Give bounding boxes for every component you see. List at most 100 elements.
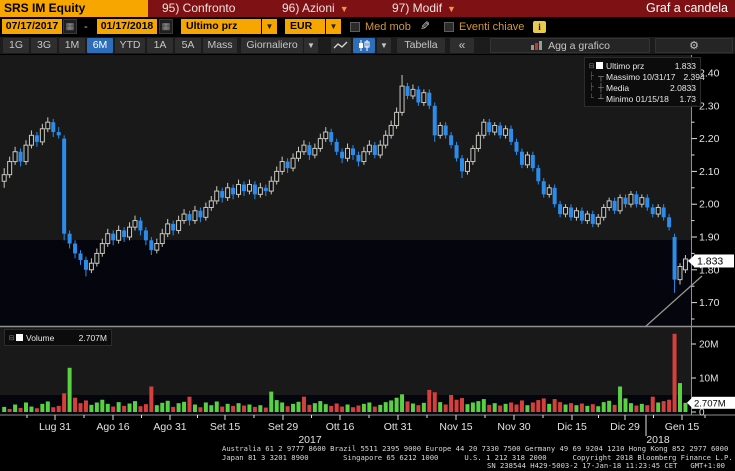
volume-bar [67, 367, 72, 412]
date-to-input[interactable]: 01/17/2018 [97, 19, 157, 34]
security-ticker-field[interactable]: SRS IM Equity [0, 0, 148, 17]
candle-body [105, 233, 111, 245]
currency-select[interactable]: EUR [285, 19, 325, 34]
volume-bar [361, 403, 366, 412]
calendar-icon[interactable]: ▦ [63, 19, 77, 34]
price-field-select[interactable]: Ultimo prz [181, 19, 261, 34]
agg-a-grafico-button[interactable]: Agg a grafico [490, 38, 650, 53]
volume-bar [378, 404, 383, 412]
volume-bar [432, 392, 437, 412]
volume-bar [569, 403, 573, 412]
collapse-panel-button[interactable]: « [450, 38, 474, 53]
collapse-icon[interactable]: ⊟ [588, 62, 595, 70]
candle-body [612, 200, 617, 211]
volume-bar [405, 401, 410, 412]
frequency-select[interactable]: Giornaliero [241, 38, 303, 53]
range-button-5a[interactable]: 5A [175, 38, 201, 53]
menu-item-azioni[interactable]: 96) Azioni ▼ [272, 0, 359, 17]
candle-body [464, 161, 470, 172]
candle-body [257, 187, 263, 195]
volume-bar [487, 404, 492, 412]
trendline-annotation[interactable] [644, 275, 703, 328]
volume-bar [307, 404, 312, 412]
candle-body [437, 124, 443, 136]
range-button-1g[interactable]: 1G [3, 38, 29, 53]
volume-bar [470, 402, 475, 412]
volume-bar [171, 406, 176, 412]
menu-item-confronto[interactable]: 95) Confronto [152, 0, 245, 17]
volume-bar [214, 401, 219, 412]
volume-bar [530, 402, 535, 412]
footer-phone-line-2: Japan 81 3 3201 8900 Singapore 65 6212 1… [222, 452, 733, 462]
eventi-chiave-checkbox[interactable] [444, 22, 454, 32]
volume-bar [198, 407, 203, 412]
candle-body [475, 134, 481, 149]
price-legend-box[interactable]: ⊟ Ultimo prz 1.833 ├ ┬ Massimo 10/31/17 … [584, 57, 705, 107]
range-button-mass[interactable]: Mass [203, 38, 237, 53]
candle-body [563, 206, 569, 215]
volume-bar [574, 405, 579, 412]
volume-bar [454, 399, 459, 412]
range-button-6m-selected[interactable]: 6M [87, 38, 113, 53]
settings-gear-button[interactable]: ⚙ [655, 38, 733, 53]
collapse-icon[interactable]: ⊟ [8, 334, 15, 342]
volume-legend-box[interactable]: ⊟ Volume 2.707M [4, 329, 112, 346]
chart-type-dropdown-arrow[interactable]: ▼ [377, 38, 391, 53]
candle-body [634, 194, 639, 205]
candle-chart-icon-selected[interactable] [353, 38, 375, 53]
chart-canvas[interactable]: 2.402.302.202.102.001.901.801.701.83320M… [0, 55, 735, 445]
med-mob-checkbox[interactable] [350, 22, 360, 32]
price-field-dropdown-arrow[interactable]: ▼ [262, 19, 277, 34]
volume-bar [182, 401, 187, 412]
axis-tick-label: Gen 15 [665, 421, 700, 433]
candle-body [268, 180, 274, 192]
candle-body [192, 210, 198, 222]
volume-bar [94, 402, 99, 412]
candle-body [290, 157, 296, 169]
candle-body [356, 155, 361, 162]
candle-body [252, 184, 257, 195]
range-button-1a[interactable]: 1A [147, 38, 173, 53]
volume-bar [187, 396, 192, 412]
volume-bar [367, 402, 372, 412]
range-button-ytd[interactable]: YTD [115, 38, 145, 53]
volume-bar [242, 405, 246, 412]
volume-bar [127, 403, 132, 412]
volume-bar [492, 403, 497, 412]
volume-bar [2, 406, 7, 412]
currency-dropdown-arrow[interactable]: ▼ [326, 19, 341, 34]
candle-body [509, 128, 514, 142]
candle-body [143, 230, 148, 241]
axis-tick-label: Nov 30 [497, 421, 530, 433]
candle-body [165, 223, 171, 235]
menu-item-modif[interactable]: 97) Modif ▼ [382, 0, 466, 17]
legend-row-volume: ⊟ Volume 2.707M [8, 332, 107, 343]
frequency-dropdown-arrow[interactable]: ▼ [304, 38, 318, 53]
volume-bar [618, 386, 623, 412]
legend-row-massimo: ├ ┬ Massimo 10/31/17 2.394 [589, 71, 705, 82]
candle-body [127, 226, 133, 238]
volume-bar [323, 404, 328, 412]
line-chart-icon[interactable] [331, 38, 351, 53]
candle-body [366, 144, 372, 153]
legend-row-media: ├ ┼ Media 2.0833 [589, 82, 696, 93]
volume-bar [607, 400, 612, 412]
candle-body [214, 190, 220, 202]
candle-body [579, 210, 584, 221]
range-button-1m[interactable]: 1M [59, 38, 85, 53]
pencil-icon[interactable]: ✎ [420, 19, 431, 33]
candle-body [524, 154, 530, 166]
candle-body [220, 191, 225, 198]
volume-bar [220, 406, 225, 412]
candle-body [307, 145, 312, 155]
date-from-input[interactable]: 07/17/2017 [2, 19, 62, 34]
range-button-3g[interactable]: 3G [31, 38, 57, 53]
volume-bar [116, 402, 121, 412]
tabella-button[interactable]: Tabella [397, 38, 445, 53]
volume-bar [138, 406, 143, 412]
calendar-icon[interactable]: ▦ [159, 19, 173, 34]
info-icon[interactable]: i [533, 21, 546, 33]
candle-body [317, 138, 323, 149]
candle-body [416, 89, 421, 103]
volume-bar [56, 405, 61, 412]
